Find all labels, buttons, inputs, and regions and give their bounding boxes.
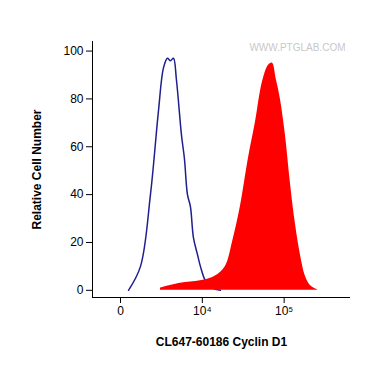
svg-text:80: 80 <box>70 92 84 106</box>
svg-text:0: 0 <box>77 283 84 297</box>
svg-text:40: 40 <box>70 187 84 201</box>
svg-text:10⁴: 10⁴ <box>193 304 212 318</box>
svg-text:10⁵: 10⁵ <box>275 304 293 318</box>
svg-text:100: 100 <box>63 44 83 58</box>
svg-text:CL647-60186 Cyclin D1: CL647-60186 Cyclin D1 <box>156 335 288 349</box>
svg-text:60: 60 <box>70 140 84 154</box>
svg-text:Relative Cell Number: Relative Cell Number <box>30 109 44 229</box>
svg-text:0: 0 <box>117 304 124 318</box>
svg-text:WWW.PTGLAB.COM: WWW.PTGLAB.COM <box>249 42 345 53</box>
svg-text:20: 20 <box>70 235 84 249</box>
